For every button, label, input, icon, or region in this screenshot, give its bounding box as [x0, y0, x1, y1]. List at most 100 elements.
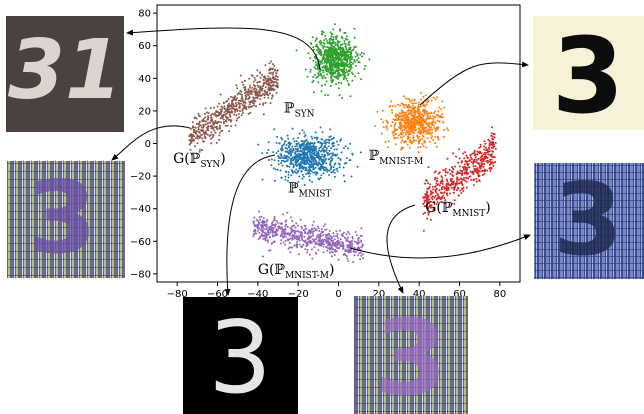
- point: [426, 117, 429, 120]
- point: [325, 139, 327, 141]
- point: [429, 183, 432, 186]
- point: [229, 111, 231, 114]
- point: [447, 186, 450, 189]
- point: [204, 130, 207, 133]
- point: [326, 141, 328, 144]
- point: [404, 131, 407, 134]
- point: [304, 145, 307, 148]
- point: [317, 51, 320, 54]
- point: [469, 156, 472, 159]
- point: [316, 242, 319, 245]
- point: [325, 228, 328, 231]
- point: [196, 135, 199, 138]
- point: [474, 160, 477, 163]
- point: [336, 237, 339, 239]
- point: [350, 245, 353, 247]
- point: [433, 196, 436, 199]
- point: [456, 172, 459, 175]
- point: [309, 169, 312, 171]
- point: [393, 129, 396, 132]
- point: [267, 233, 270, 236]
- point: [484, 146, 487, 149]
- point: [315, 76, 318, 79]
- point: [299, 143, 302, 146]
- point: [281, 228, 284, 231]
- point: [269, 81, 272, 84]
- point: [407, 137, 410, 140]
- point: [412, 135, 415, 137]
- point: [419, 98, 422, 101]
- point: [440, 196, 443, 199]
- point: [267, 96, 270, 99]
- point: [259, 87, 262, 90]
- point: [478, 166, 481, 169]
- svg-text:3: 3: [375, 297, 447, 414]
- point: [345, 77, 348, 80]
- point: [300, 144, 303, 147]
- point: [400, 125, 403, 128]
- point: [484, 142, 487, 145]
- point: [357, 243, 360, 245]
- point: [241, 108, 244, 111]
- point: [307, 240, 310, 243]
- point: [429, 219, 432, 221]
- point: [267, 75, 270, 78]
- point: [292, 224, 295, 227]
- point: [474, 165, 477, 168]
- point: [225, 110, 228, 113]
- point: [338, 47, 341, 49]
- point: [419, 146, 422, 148]
- point: [303, 235, 306, 238]
- point: [288, 234, 291, 237]
- point: [312, 232, 315, 235]
- point: [437, 115, 440, 118]
- point: [393, 125, 396, 128]
- point: [244, 98, 247, 101]
- point: [486, 161, 489, 164]
- point: [466, 160, 469, 163]
- point: [334, 63, 337, 66]
- point: [446, 188, 449, 191]
- point: [340, 46, 343, 49]
- point: [351, 237, 354, 240]
- point: [329, 71, 331, 74]
- point: [425, 132, 428, 135]
- point: [479, 150, 481, 153]
- point: [466, 156, 469, 159]
- point: [418, 127, 421, 130]
- point: [402, 135, 405, 138]
- point: [330, 75, 333, 78]
- point: [275, 78, 278, 81]
- point: [310, 145, 312, 148]
- point: [208, 121, 211, 124]
- point: [290, 174, 293, 177]
- point: [280, 153, 283, 156]
- point: [209, 107, 212, 110]
- point: [447, 129, 450, 132]
- point: [288, 165, 291, 168]
- point: [308, 229, 311, 232]
- point: [271, 68, 274, 71]
- point: [470, 158, 473, 161]
- point: [476, 167, 479, 170]
- point: [241, 109, 244, 112]
- point: [336, 148, 338, 151]
- point: [277, 159, 280, 162]
- point: [337, 247, 340, 250]
- point: [444, 171, 447, 174]
- point: [306, 243, 309, 246]
- point: [469, 154, 472, 157]
- point: [259, 229, 262, 232]
- point: [443, 187, 446, 190]
- point: [432, 208, 435, 211]
- point: [319, 43, 322, 46]
- point: [406, 110, 409, 113]
- point: [315, 237, 318, 240]
- point: [441, 186, 444, 188]
- point: [360, 254, 363, 257]
- point: [310, 154, 313, 157]
- point: [317, 243, 320, 246]
- point: [334, 162, 337, 165]
- point: [302, 167, 304, 170]
- point: [326, 239, 328, 242]
